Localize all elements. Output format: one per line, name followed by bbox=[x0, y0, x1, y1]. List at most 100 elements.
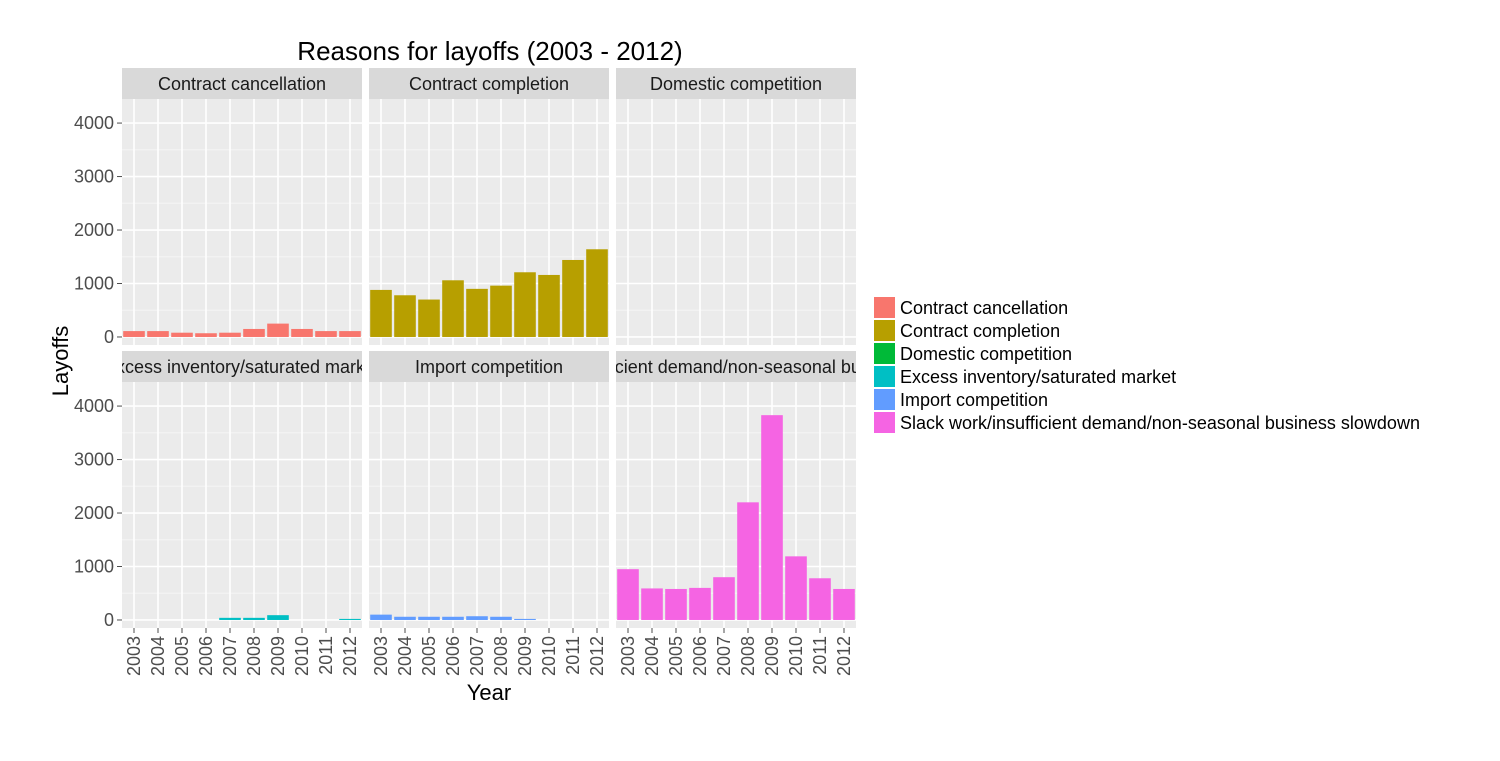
bar-slack-work-insufficient-demand-non-seasonal-business-slowdown-2012 bbox=[833, 588, 855, 620]
legend: Contract cancellation Contract completion… bbox=[874, 297, 1420, 433]
facet-contract-completion: Contract completion bbox=[369, 68, 609, 345]
legend-swatch bbox=[874, 343, 895, 364]
x-tick-label: 2010 bbox=[292, 636, 312, 676]
x-tick-label: 2011 bbox=[316, 636, 336, 675]
bar-contract-completion-2009 bbox=[514, 272, 536, 337]
bar-contract-completion-2004 bbox=[394, 295, 416, 337]
bar-slack-work-insufficient-demand-non-seasonal-business-slowdown-2004 bbox=[641, 588, 663, 620]
x-tick-label: 2004 bbox=[148, 636, 168, 676]
x-tick-label: 2005 bbox=[666, 636, 686, 676]
legend-item-slack-work-insufficient-demand-non-seasonal-business-slowdown: Slack work/insufficient demand/non-seaso… bbox=[874, 412, 1420, 433]
bar-import-competition-2007 bbox=[466, 616, 488, 620]
facet-strip bbox=[369, 68, 609, 99]
facet-strip-label: Slack work/insufficient demand/non-seaso… bbox=[476, 357, 996, 377]
bar-slack-work-insufficient-demand-non-seasonal-business-slowdown-2010 bbox=[785, 556, 807, 620]
y-tick-label: 3000 bbox=[74, 167, 114, 187]
facet-slack-work-insufficient-demand-non-seasonal-business-slowdown: Slack work/insufficient demand/non-seaso… bbox=[476, 351, 996, 628]
legend-label: Slack work/insufficient demand/non-seaso… bbox=[900, 413, 1420, 433]
bar-import-competition-2009 bbox=[514, 618, 536, 620]
facet-strip bbox=[122, 68, 362, 99]
facet-strip bbox=[616, 351, 856, 382]
bar-contract-completion-2012 bbox=[586, 249, 608, 337]
bar-slack-work-insufficient-demand-non-seasonal-business-slowdown-2011 bbox=[809, 578, 831, 620]
y-tick-label: 4000 bbox=[74, 396, 114, 416]
bar-import-competition-2006 bbox=[442, 616, 464, 620]
x-tick-label: 2012 bbox=[587, 636, 607, 676]
facet-contract-cancellation: Contract cancellation bbox=[122, 68, 362, 345]
y-tick-label: 2000 bbox=[74, 503, 114, 523]
y-tick-label: 4000 bbox=[74, 113, 114, 133]
x-tick-label: 2006 bbox=[690, 636, 710, 676]
bar-contract-completion-2008 bbox=[490, 285, 512, 337]
bar-contract-completion-2010 bbox=[538, 274, 560, 337]
bar-contract-cancellation-2012 bbox=[339, 331, 361, 337]
legend-label: Import competition bbox=[900, 390, 1048, 410]
bar-contract-cancellation-2003 bbox=[123, 331, 145, 337]
x-tick-label: 2010 bbox=[786, 636, 806, 676]
facet-import-competition: Import competition bbox=[369, 351, 609, 628]
x-tick-label: 2010 bbox=[539, 636, 559, 676]
y-tick-label: 3000 bbox=[74, 450, 114, 470]
x-tick-label: 2003 bbox=[371, 636, 391, 676]
bar-slack-work-insufficient-demand-non-seasonal-business-slowdown-2009 bbox=[761, 415, 783, 620]
legend-item-domestic-competition: Domestic competition bbox=[874, 343, 1072, 364]
x-tick-label: 2004 bbox=[642, 636, 662, 676]
y-tick-label: 0 bbox=[104, 610, 114, 630]
facet-strip-label: Domestic competition bbox=[650, 74, 822, 94]
legend-item-contract-completion: Contract completion bbox=[874, 320, 1060, 341]
x-tick-label: 2003 bbox=[124, 636, 144, 676]
x-tick-label: 2006 bbox=[443, 636, 463, 676]
panel-background bbox=[122, 99, 362, 345]
x-tick-label: 2011 bbox=[563, 636, 583, 675]
x-tick-label: 2005 bbox=[419, 636, 439, 676]
y-tick-label: 0 bbox=[104, 327, 114, 347]
bar-excess-inventory-saturated-market-2009 bbox=[267, 615, 289, 620]
legend-item-excess-inventory-saturated-market: Excess inventory/saturated market bbox=[874, 366, 1176, 387]
facet-excess-inventory-saturated-market: Excess inventory/saturated market bbox=[104, 351, 380, 628]
x-tick-label: 2003 bbox=[618, 636, 638, 676]
x-tick-label: 2009 bbox=[762, 636, 782, 676]
x-tick-label: 2007 bbox=[467, 636, 487, 676]
legend-swatch bbox=[874, 320, 895, 341]
bar-contract-cancellation-2008 bbox=[243, 328, 265, 337]
x-tick-label: 2009 bbox=[268, 636, 288, 676]
y-tick-label: 2000 bbox=[74, 220, 114, 240]
bar-contract-completion-2011 bbox=[562, 259, 584, 337]
bar-contract-completion-2003 bbox=[370, 289, 392, 337]
bar-slack-work-insufficient-demand-non-seasonal-business-slowdown-2008 bbox=[737, 502, 759, 620]
y-tick-label: 1000 bbox=[74, 274, 114, 294]
bar-excess-inventory-saturated-market-2008 bbox=[243, 617, 265, 620]
x-tick-label: 2008 bbox=[738, 636, 758, 676]
legend-swatch bbox=[874, 297, 895, 318]
x-tick-label: 2007 bbox=[714, 636, 734, 676]
bar-contract-cancellation-2011 bbox=[315, 331, 337, 337]
x-tick-label: 2012 bbox=[340, 636, 360, 676]
x-tick-label: 2009 bbox=[515, 636, 535, 676]
bar-import-competition-2005 bbox=[418, 616, 440, 620]
legend-label: Contract cancellation bbox=[900, 298, 1068, 318]
bar-contract-cancellation-2006 bbox=[195, 333, 217, 337]
bar-contract-completion-2007 bbox=[466, 288, 488, 337]
x-tick-label: 2005 bbox=[172, 636, 192, 676]
facet-strip-label: Contract completion bbox=[409, 74, 569, 94]
bar-excess-inventory-saturated-market-2012 bbox=[339, 618, 361, 620]
facet-strip-label: Excess inventory/saturated market bbox=[104, 357, 380, 377]
bar-slack-work-insufficient-demand-non-seasonal-business-slowdown-2006 bbox=[689, 587, 711, 620]
x-tick-label: 2007 bbox=[220, 636, 240, 676]
x-tick-label: 2011 bbox=[810, 636, 830, 675]
facet-strip bbox=[616, 68, 856, 99]
x-tick-label: 2008 bbox=[491, 636, 511, 676]
bar-slack-work-insufficient-demand-non-seasonal-business-slowdown-2005 bbox=[665, 588, 687, 620]
legend-label: Contract completion bbox=[900, 321, 1060, 341]
bar-contract-completion-2006 bbox=[442, 280, 464, 337]
legend-swatch bbox=[874, 366, 895, 387]
y-tick-label: 1000 bbox=[74, 557, 114, 577]
x-axis-ticks: 2003 2004 2005 2006 2007 2008 2009 2010 2011 2012… bbox=[124, 628, 854, 676]
legend-item-contract-cancellation: Contract cancellation bbox=[874, 297, 1068, 318]
legend-item-import-competition: Import competition bbox=[874, 389, 1048, 410]
bar-import-competition-2008 bbox=[490, 616, 512, 620]
bar-contract-cancellation-2004 bbox=[147, 331, 169, 337]
chart-title: Reasons for layoffs (2003 - 2012) bbox=[297, 36, 682, 66]
legend-swatch bbox=[874, 412, 895, 433]
